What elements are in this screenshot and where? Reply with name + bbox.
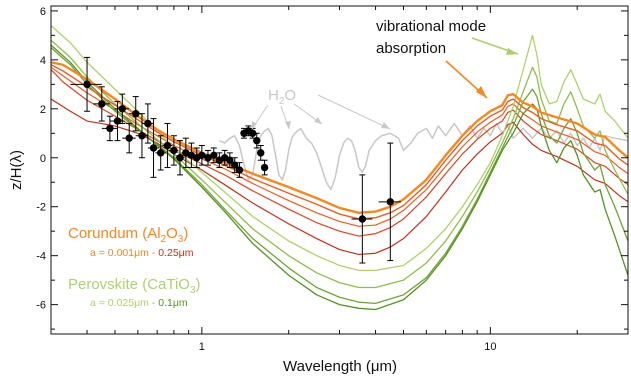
data-point-31 xyxy=(260,163,269,172)
plot-layer xyxy=(51,24,628,311)
h2o-pointer-4 xyxy=(317,94,391,130)
corundum-label-end: ) xyxy=(183,225,188,242)
data-point-13 xyxy=(170,146,178,155)
data-point-7 xyxy=(132,110,140,118)
data-point-8 xyxy=(138,132,146,140)
data-point-28 xyxy=(248,129,257,137)
corundum-model-line-9 xyxy=(51,61,628,215)
data-point-18 xyxy=(198,151,206,160)
x-tick-label-2: 10 xyxy=(484,341,496,353)
corundum-size-dash: - xyxy=(149,247,158,259)
data-point-9 xyxy=(144,119,152,128)
y-tick-label-7: 6 xyxy=(40,6,46,18)
corundum-label: Corundum (Al2O3) xyxy=(68,225,188,245)
corundum-size-min: a = 0.001μm xyxy=(90,247,149,259)
perovskite-model-line-4 xyxy=(51,24,628,272)
h2o-label-main: H xyxy=(268,87,279,104)
corundum-label-subscript-2: 3 xyxy=(178,234,184,245)
h2o-pointer-2-head xyxy=(285,121,291,129)
data-point-3 xyxy=(106,124,114,133)
perovskite-model-line-7 xyxy=(51,44,628,311)
y-tick-label-1: -6 xyxy=(36,300,46,312)
h2o-label: H2O xyxy=(268,87,296,107)
data-point-19 xyxy=(204,154,212,162)
data-point-30 xyxy=(257,149,265,157)
data-point-11 xyxy=(156,149,165,157)
y-tick-label-6: 4 xyxy=(40,55,46,67)
corundum-size-max: 0.25μm xyxy=(158,247,193,259)
corundum-model-line-8 xyxy=(51,64,628,220)
y-axis-title: z/H(λ) xyxy=(8,150,25,190)
data-point-24 xyxy=(231,161,239,169)
data-point-25 xyxy=(235,166,244,174)
perovskite-label-main: Perovskite (CaTiO xyxy=(68,276,190,293)
data-point-23 xyxy=(226,156,234,164)
corundum-model-line-1 xyxy=(51,66,628,227)
data-point-5 xyxy=(118,105,127,113)
y-tick-label-2: -4 xyxy=(36,251,46,263)
h2o-label-subscript: 2 xyxy=(279,96,285,107)
corundum-model-line-2 xyxy=(51,69,628,237)
h2o-label-end: O xyxy=(284,87,296,104)
corundum-label-mid: O xyxy=(166,225,178,242)
h2o-pointer-4-head xyxy=(381,122,390,129)
perovskite-size-dash: - xyxy=(149,297,158,309)
vibrational-annotation-line2: absorption xyxy=(376,40,446,57)
h2o-pointer-3-head xyxy=(314,117,322,124)
perovskite-label: Perovskite (CaTiO3) xyxy=(68,276,201,296)
data-point-33 xyxy=(386,198,395,206)
data-point-6 xyxy=(125,134,133,142)
data-point-2 xyxy=(98,100,106,108)
corundum-size-range: a = 0.001μm - 0.25μm xyxy=(90,247,194,259)
x-tick-label-1: 1 xyxy=(199,341,205,353)
annotation-arrowhead-green xyxy=(506,48,518,55)
corundum-label-main: Corundum (Al xyxy=(68,225,161,242)
perovskite-size-min: a = 0.025μm xyxy=(90,297,149,309)
y-tick-label-3: -2 xyxy=(36,202,46,214)
data-point-20 xyxy=(210,151,218,160)
vibrational-annotation-line1: vibrational mode xyxy=(376,18,486,35)
perovskite-size-max: 0.1μm xyxy=(158,297,188,309)
perovskite-size-range: a = 0.025μm - 0.1μm xyxy=(90,297,188,309)
y-tick-label-5: 2 xyxy=(40,104,46,116)
x-axis-title: Wavelength (μm) xyxy=(283,358,397,375)
y-tick-label-4: 0 xyxy=(40,153,46,165)
data-point-14 xyxy=(176,154,184,162)
data-point-32 xyxy=(358,215,367,223)
perovskite-label-end: ) xyxy=(196,276,201,293)
h2o-pointer-1-head xyxy=(252,121,257,129)
data-point-10 xyxy=(149,144,158,152)
annotation-arrowhead-orange xyxy=(476,86,487,98)
data-point-15 xyxy=(182,149,190,157)
data-point-29 xyxy=(253,136,261,145)
data-point-4 xyxy=(113,117,122,125)
perovskite-label-subscript: 3 xyxy=(190,285,196,296)
corundum-label-subscript-1: 2 xyxy=(161,234,167,245)
data-point-12 xyxy=(163,141,172,150)
water-spectrum-line xyxy=(219,122,628,191)
data-point-1 xyxy=(83,80,91,89)
